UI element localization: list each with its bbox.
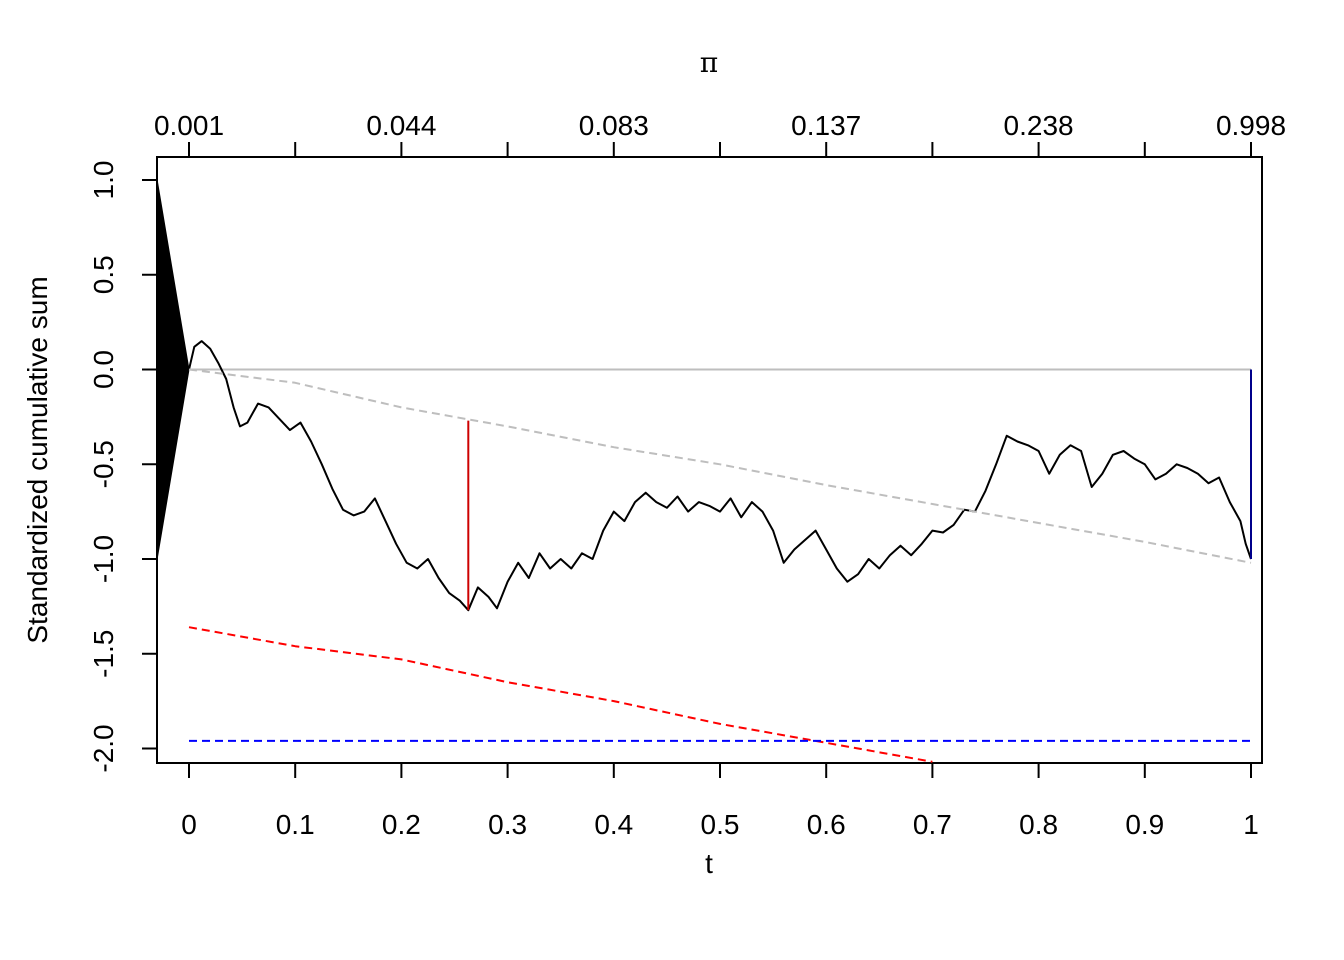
y-tick-label: 1.0 [88,161,119,200]
top-tick-label: 0.137 [791,110,861,141]
y-tick-label: -2.0 [88,724,119,772]
top-tick-label: 0.044 [366,110,436,141]
x-tick-label: 0.4 [594,809,633,840]
x-tick-label: 0.8 [1019,809,1058,840]
chart-marks [157,179,1252,763]
top-tick-label: 0.083 [579,110,649,141]
top-axis-label: π [700,46,718,79]
x-tick-label: 0.5 [701,809,740,840]
y-axis-label: Standardized cumulative sum [22,276,53,643]
x-tick-label: 0.7 [913,809,952,840]
y-tick-label: -0.5 [88,440,119,488]
y-tick-label: -1.0 [88,535,119,583]
top-tick-label: 0.998 [1216,110,1286,141]
cusum-path [188,340,1252,612]
top-tick-label: 0.238 [1004,110,1074,141]
x-tick-label: 0.3 [488,809,527,840]
x-tick-label: 0.6 [807,809,846,840]
x-tick-label: 0 [181,809,197,840]
y-tick-label: -1.5 [88,630,119,678]
x-tick-label: 1 [1243,809,1259,840]
top-tick-label: 0.001 [154,110,224,141]
left-axis: 1.0 0.5 0.0 -0.5 -1.0 -1.5 -2.0 [88,161,157,773]
y-tick-label: 0.0 [88,350,119,389]
bottom-axis: 0 0.1 0.2 0.3 0.4 0.5 0.6 0.7 0.8 0.9 1 [181,763,1259,840]
plot-frame [156,156,1263,764]
x-axis-label: t [705,848,713,879]
y-tick-label: 0.5 [88,255,119,294]
red-dashed-boundary [188,626,933,763]
x-tick-label: 0.2 [382,809,421,840]
x-tick-label: 0.9 [1125,809,1164,840]
grey-dashed-line [188,368,1252,564]
top-axis: 0.001 0.044 0.083 0.137 0.238 0.998 [154,110,1286,157]
fan-wedge [157,179,190,560]
x-tick-label: 0.1 [276,809,315,840]
